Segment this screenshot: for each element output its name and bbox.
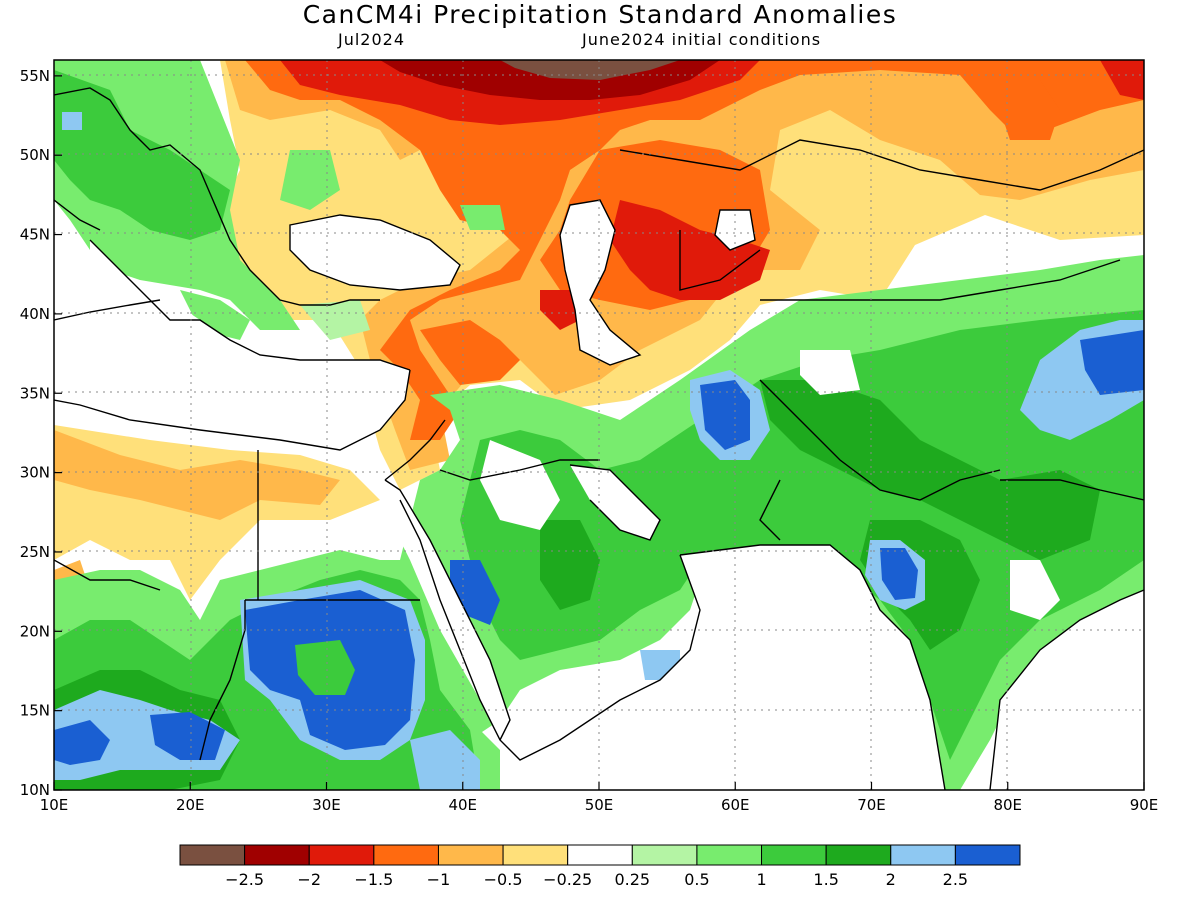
- lat-tick-label: 50N: [20, 146, 50, 164]
- colorbar-label: −1.5: [354, 870, 393, 889]
- colorbar-swatch: [179, 844, 246, 866]
- grid-layer: [54, 60, 1144, 790]
- colorbar-label: −0.25: [543, 870, 592, 889]
- colorbar-label: −2: [297, 870, 321, 889]
- colorbar-swatch: [890, 844, 956, 866]
- lat-tick-label: 40N: [20, 305, 50, 323]
- lat-tick-label: 30N: [20, 464, 50, 482]
- colorbar-swatch: [437, 844, 504, 866]
- lon-tick-label: 80E: [993, 796, 1022, 814]
- lon-tick-label: 20E: [176, 796, 205, 814]
- colorbar-label: −0.5: [484, 870, 523, 889]
- lon-tick-label: 40E: [448, 796, 477, 814]
- lat-tick-label: 55N: [20, 67, 50, 85]
- colorbar-swatch: [825, 844, 892, 866]
- lon-tick-label: 90E: [1130, 796, 1159, 814]
- colorbar-swatch: [761, 844, 827, 866]
- colorbar-swatch: [696, 844, 763, 866]
- colorbar-label: 0.5: [684, 870, 709, 889]
- lat-tick-label: 35N: [20, 384, 50, 402]
- lat-tick-label: 45N: [20, 226, 50, 244]
- lon-tick-label: 50E: [585, 796, 614, 814]
- valid-month-label: Jul2024: [338, 30, 406, 49]
- colorbar-swatch: [308, 844, 375, 866]
- colorbar: −2.5 −2 −1.5 −1 −0.5 −0.25 0.25 0.5 1 1.5 2 2.5: [179, 844, 1021, 889]
- coastline-layer: [54, 87, 1144, 790]
- colorbar-swatch: [567, 844, 633, 866]
- initial-conditions-label: June2024 initial conditions: [582, 30, 822, 49]
- sea-mask-layer: [54, 200, 1144, 790]
- colorbar-label: 2.5: [943, 870, 968, 889]
- latitude-axis: 55N 50N 45N 40N 35N 30N 25N 20N 15N 10N: [20, 67, 62, 799]
- lat-tick-label: 25N: [20, 543, 50, 561]
- colorbar-label: 0.25: [614, 870, 650, 889]
- map-title: CanCM4i Precipitation Standard Anomalies: [302, 0, 898, 29]
- colorbar-label: 1: [756, 870, 766, 889]
- lon-tick-label: 70E: [857, 796, 886, 814]
- lon-tick-label: 10E: [40, 796, 69, 814]
- colorbar-swatch: [502, 844, 569, 866]
- lon-tick-label: 30E: [312, 796, 341, 814]
- lat-tick-label: 15N: [20, 702, 50, 720]
- colorbar-label: −1: [427, 870, 451, 889]
- colorbar-swatch: [954, 844, 1021, 866]
- colorbar-swatch: [373, 844, 439, 866]
- lat-tick-label: 10N: [20, 781, 50, 799]
- wet-anomaly-layer: [54, 60, 1144, 790]
- lon-tick-label: 60E: [721, 796, 750, 814]
- colorbar-swatch: [244, 844, 310, 866]
- colorbar-label: 2: [886, 870, 896, 889]
- colorbar-label: 1.5: [813, 870, 838, 889]
- longitude-axis: 10E 20E 30E 40E 50E 60E 70E 80E 90E: [40, 782, 1159, 814]
- colorbar-label: −2.5: [225, 870, 264, 889]
- lat-tick-label: 20N: [20, 622, 50, 640]
- colorbar-swatch: [631, 844, 698, 866]
